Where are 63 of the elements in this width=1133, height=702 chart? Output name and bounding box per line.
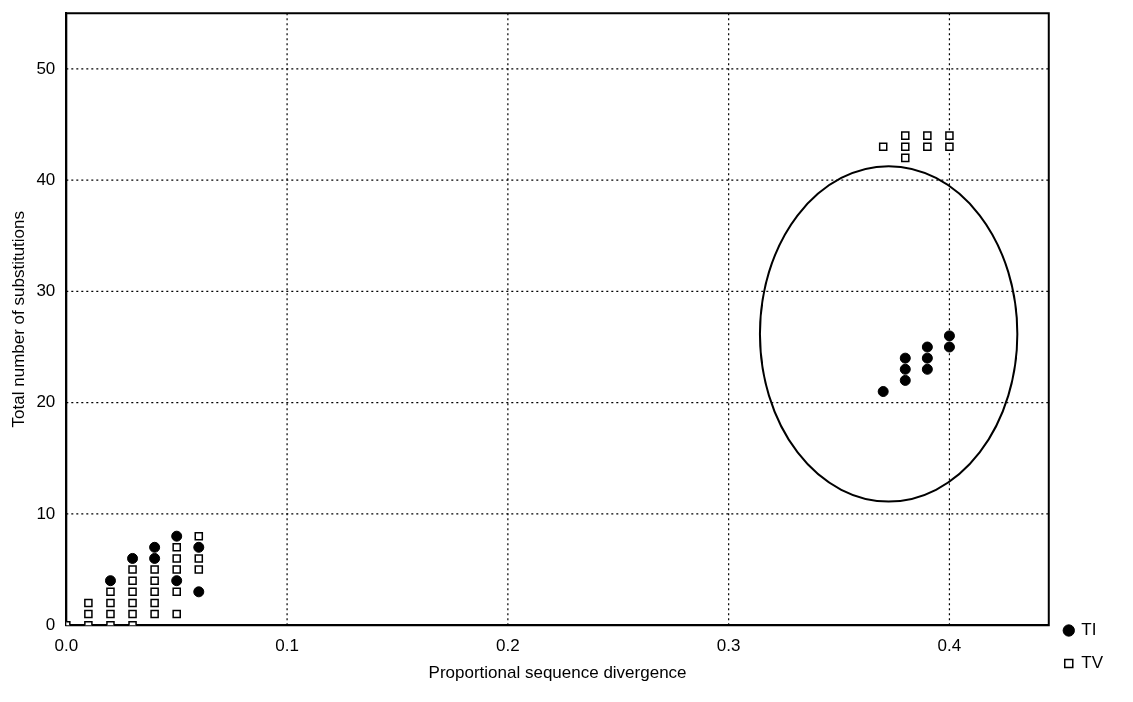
point <box>171 575 183 587</box>
point <box>128 598 137 608</box>
point <box>945 131 954 140</box>
point <box>149 541 161 553</box>
point <box>128 587 137 597</box>
point <box>128 576 137 585</box>
point <box>921 363 933 375</box>
point <box>877 386 889 398</box>
point <box>921 341 933 353</box>
y-tick-label: 40 <box>36 169 56 189</box>
point <box>172 587 181 597</box>
legend-label: TV <box>1081 653 1104 673</box>
point <box>150 565 159 574</box>
y-tick-label: 50 <box>36 58 56 78</box>
point <box>150 609 159 619</box>
point <box>149 552 161 564</box>
point <box>150 587 159 597</box>
point <box>900 131 910 140</box>
point <box>171 530 183 542</box>
point <box>84 609 93 619</box>
point <box>172 543 181 552</box>
point <box>900 142 910 152</box>
point <box>878 142 888 152</box>
x-tick-label: 0.3 <box>716 636 741 656</box>
point <box>106 609 115 619</box>
y-tick-label: 30 <box>36 281 56 301</box>
point <box>899 374 911 386</box>
y-tick-label: 0 <box>45 614 56 634</box>
point <box>899 352 911 364</box>
x-tick-label: 0.2 <box>496 636 520 656</box>
x-tick-label: 0.0 <box>54 636 79 656</box>
y-tick-label: 20 <box>36 392 56 412</box>
point <box>194 531 204 541</box>
point <box>84 598 93 608</box>
point <box>172 609 181 619</box>
x-tick-label: 0.1 <box>275 636 299 656</box>
point <box>923 131 932 140</box>
point <box>150 598 159 608</box>
point <box>900 153 910 163</box>
point <box>127 552 139 564</box>
legend-label: TI <box>1081 620 1097 640</box>
y-axis-title: Total number of substitutions <box>8 211 28 428</box>
point <box>943 341 955 353</box>
point <box>194 565 204 574</box>
point <box>923 142 932 152</box>
point <box>172 565 181 574</box>
point <box>150 576 159 585</box>
point <box>921 352 933 364</box>
point <box>128 609 137 619</box>
point <box>193 586 205 598</box>
point <box>128 565 137 574</box>
point <box>943 330 955 342</box>
x-axis-title: Proportional sequence divergence <box>428 663 687 683</box>
point <box>899 363 911 375</box>
point <box>106 598 115 608</box>
point <box>193 541 205 553</box>
x-tick-label: 0.4 <box>937 636 962 656</box>
point <box>945 142 954 152</box>
point <box>172 554 181 563</box>
point <box>106 587 115 597</box>
point <box>104 575 116 587</box>
y-tick-label: 10 <box>36 503 56 523</box>
point <box>194 554 204 563</box>
